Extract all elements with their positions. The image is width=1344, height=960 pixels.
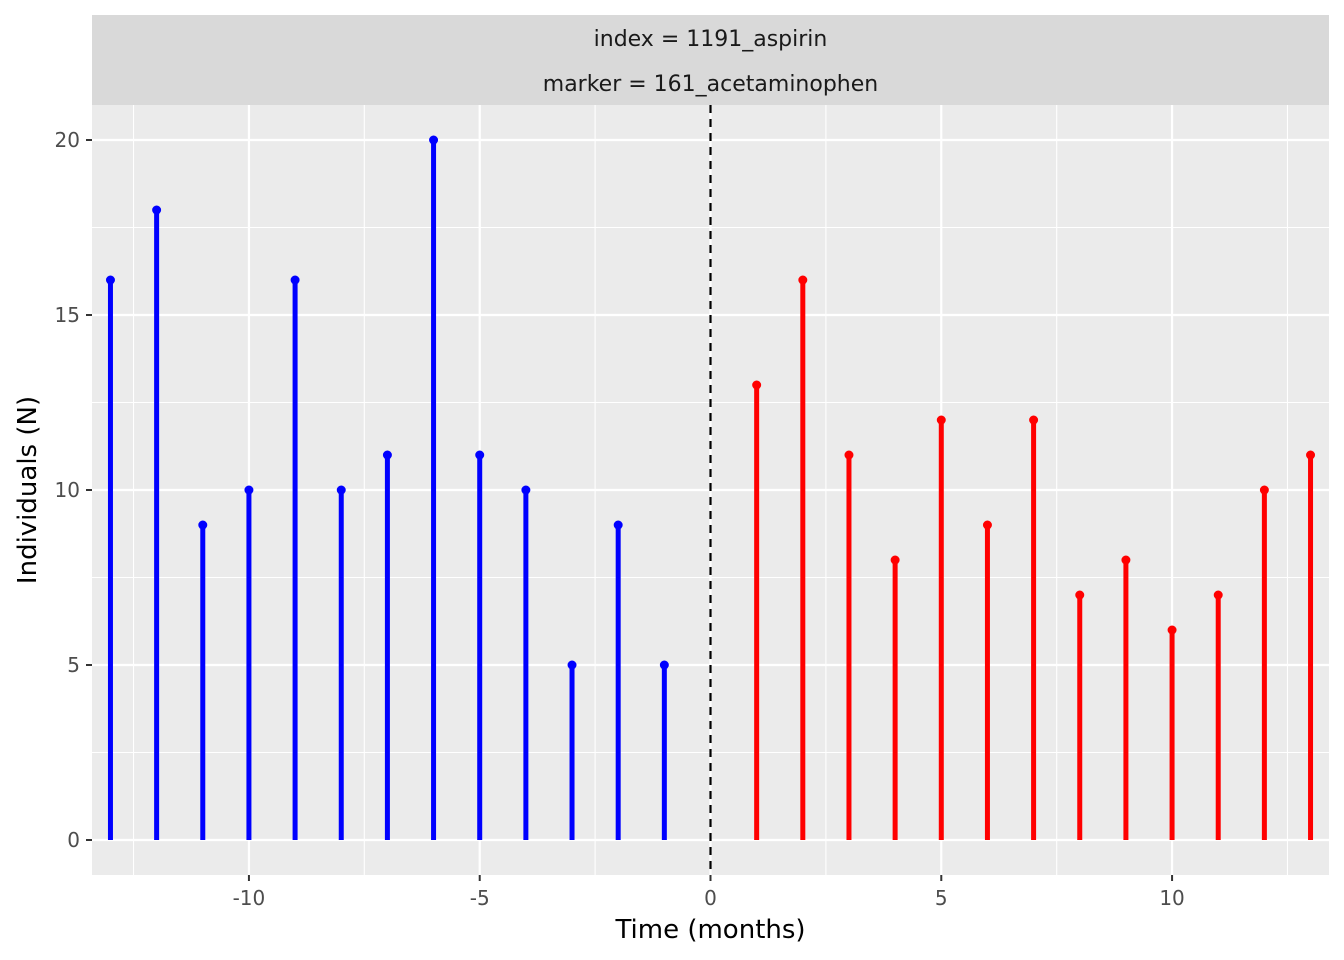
y-tick-label: 20 — [55, 128, 80, 152]
y-tick-label: 5 — [67, 653, 80, 677]
point-series2 — [890, 555, 900, 565]
point-series2 — [1167, 625, 1177, 635]
point-series2 — [1306, 450, 1316, 460]
point-series1 — [336, 485, 346, 495]
point-series2 — [982, 520, 992, 530]
point-series2 — [1259, 485, 1269, 495]
x-tick-label: 5 — [935, 886, 948, 910]
lollipop-stems — [107, 140, 1314, 840]
point-series1 — [105, 275, 115, 285]
point-series1 — [521, 485, 531, 495]
point-series1 — [198, 520, 208, 530]
y-tick-label: 10 — [55, 478, 80, 502]
lollipop-points — [105, 135, 1316, 670]
point-series2 — [936, 415, 946, 425]
x-tick-label: -10 — [233, 886, 266, 910]
point-series2 — [752, 380, 762, 390]
x-tick-label: 0 — [704, 886, 717, 910]
x-axis: -10 -5 0 5 10 — [233, 875, 1185, 910]
point-series1 — [659, 660, 669, 670]
point-series2 — [798, 275, 808, 285]
x-tick-label: -5 — [470, 886, 490, 910]
point-series1 — [152, 205, 162, 215]
y-tick-label: 0 — [67, 828, 80, 852]
point-series2 — [1029, 415, 1039, 425]
point-series2 — [1213, 590, 1223, 600]
y-axis-title: Individuals (N) — [13, 396, 43, 584]
facet-strip-label-2: marker = 161_acetaminophen — [543, 72, 878, 97]
point-series1 — [290, 275, 300, 285]
x-tick-label: 10 — [1159, 886, 1184, 910]
point-series1 — [429, 135, 439, 145]
point-series1 — [567, 660, 577, 670]
point-series1 — [382, 450, 392, 460]
y-axis: 0 5 10 15 20 — [55, 128, 92, 852]
point-series2 — [1121, 555, 1131, 565]
point-series1 — [613, 520, 623, 530]
facet-strip-label-1: index = 1191_aspirin — [594, 27, 828, 52]
point-series2 — [1075, 590, 1085, 600]
facet-strip — [92, 15, 1329, 105]
point-series1 — [475, 450, 485, 460]
y-tick-label: 15 — [55, 303, 80, 327]
x-axis-title: Time (months) — [614, 915, 805, 945]
point-series2 — [844, 450, 854, 460]
point-series1 — [244, 485, 254, 495]
